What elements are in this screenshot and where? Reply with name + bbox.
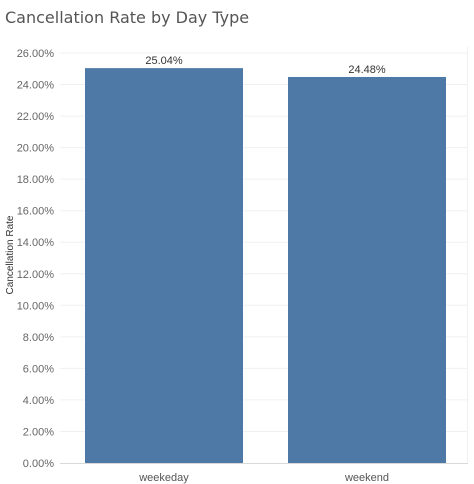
y-tick-label: 12.00% [17, 269, 55, 281]
bar-weekeday[interactable] [85, 68, 243, 463]
y-axis-ticks: 0.00% 2.00% 4.00% 6.00% 8.00% 10.00% 12.00% 14.… [17, 48, 55, 470]
data-labels: 25.04% 24.48% [145, 55, 386, 76]
y-tick-label: 20.00% [17, 143, 55, 155]
data-label: 25.04% [145, 55, 183, 67]
category-label: weekend [344, 472, 389, 484]
data-label: 24.48% [348, 64, 386, 76]
x-axis-categories: weekeday weekend [138, 472, 389, 484]
y-tick-label: 0.00% [23, 458, 54, 470]
y-axis-title: Cancellation Rate [5, 215, 16, 294]
y-tick-label: 22.00% [17, 111, 55, 123]
y-tick-label: 10.00% [17, 300, 55, 312]
y-tick-label: 6.00% [23, 363, 54, 375]
bars [85, 68, 446, 463]
y-tick-label: 26.00% [17, 48, 55, 60]
category-label: weekeday [138, 472, 189, 484]
y-tick-label: 18.00% [17, 174, 55, 186]
bar-weekend[interactable] [288, 76, 446, 463]
chart-title: Cancellation Rate by Day Type [5, 8, 250, 27]
y-tick-label: 24.00% [17, 80, 55, 92]
y-tick-label: 2.00% [23, 426, 54, 438]
y-tick-label: 4.00% [23, 395, 54, 407]
y-tick-label: 14.00% [17, 237, 55, 249]
y-tick-label: 16.00% [17, 206, 55, 218]
y-tick-label: 8.00% [23, 332, 54, 344]
